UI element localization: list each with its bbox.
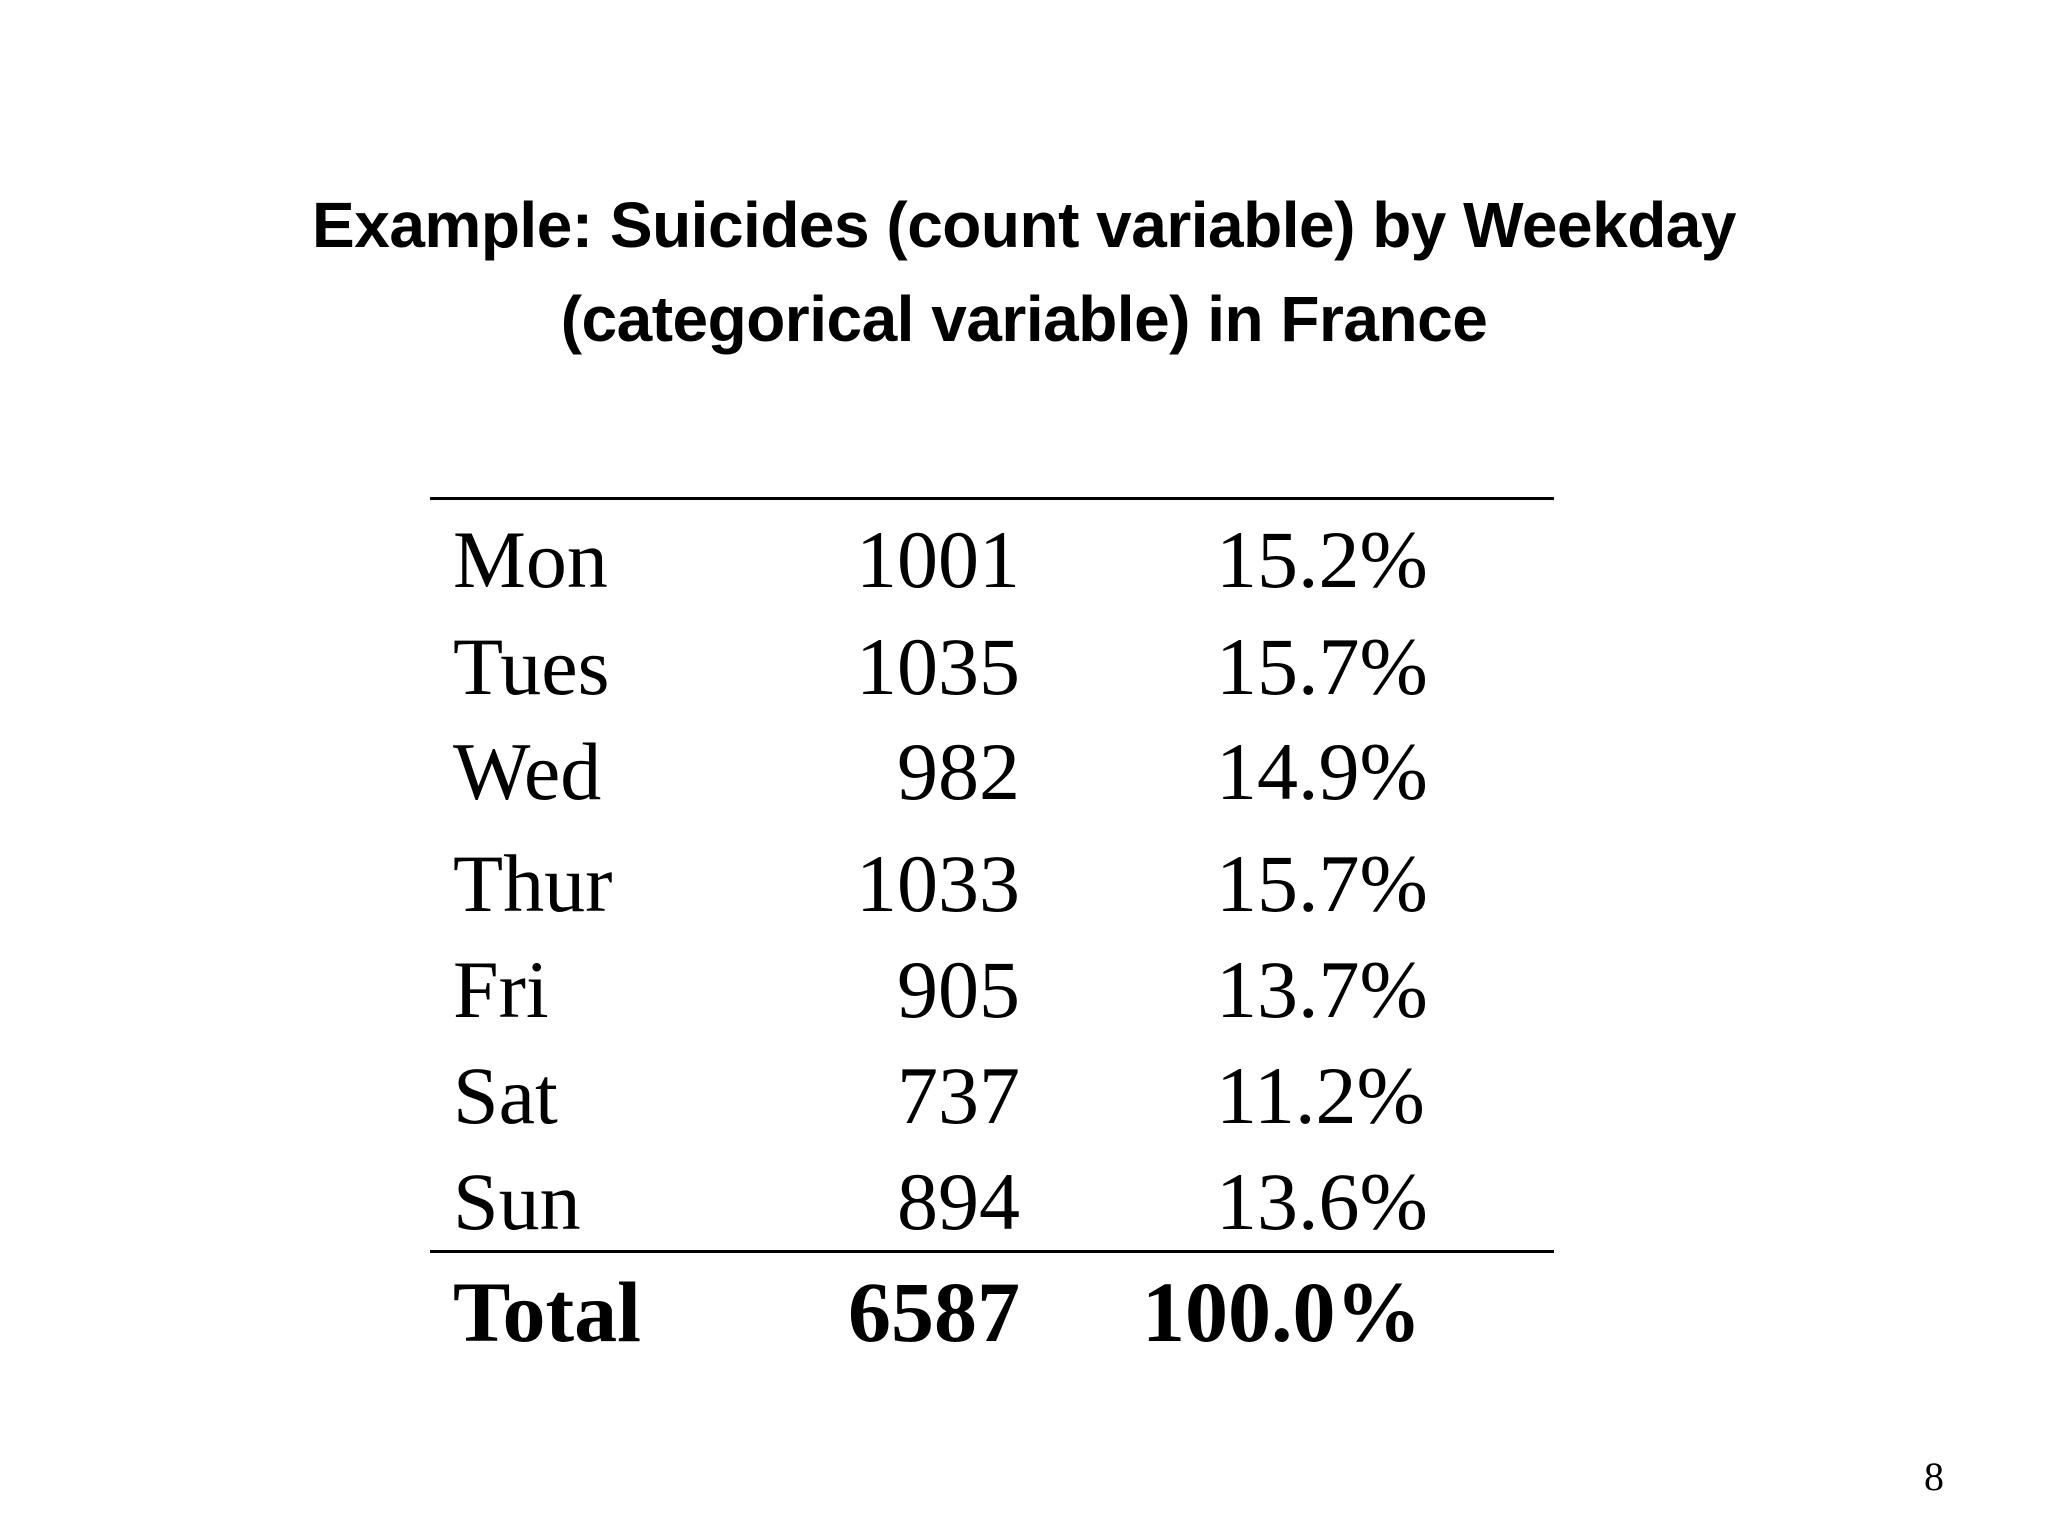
count-cell: 894: [897, 1156, 1020, 1247]
day-cell: Sun: [453, 1156, 581, 1247]
table-top-rule: [430, 497, 1554, 500]
total-label: Total: [453, 1264, 641, 1360]
table-row-thur: Thur 1033 15.7%: [0, 834, 2048, 934]
percent-cell: 13.6%: [1216, 1156, 1428, 1247]
count-cell: 982: [897, 726, 1020, 817]
count-cell: 1033: [856, 838, 1020, 929]
total-percent: 100.0%: [1142, 1264, 1422, 1360]
table-row-sun: Sun 894 13.6%: [0, 1152, 2048, 1252]
day-cell: Wed: [453, 726, 602, 817]
table-row-sat: Sat 737 11.2%: [0, 1046, 2048, 1146]
count-cell: 1035: [856, 621, 1020, 712]
table-row-wed: Wed 982 14.9%: [0, 722, 2048, 822]
count-cell: 737: [897, 1050, 1020, 1141]
day-cell: Fri: [453, 944, 549, 1035]
percent-cell: 15.2%: [1216, 514, 1428, 605]
table-row-mon: Mon 1001 15.2%: [0, 510, 2048, 610]
day-cell: Tues: [453, 621, 610, 712]
count-cell: 905: [897, 944, 1020, 1035]
slide-title-line-2: (categorical variable) in France: [560, 283, 1488, 355]
slide-title-line-1: Example: Suicides (count variable) by We…: [312, 189, 1736, 261]
table-row-fri: Fri 905 13.7%: [0, 940, 2048, 1040]
day-cell: Sat: [453, 1050, 558, 1141]
slide-title: Example: Suicides (count variable) by We…: [0, 178, 2048, 366]
percent-cell: 11.2%: [1216, 1050, 1425, 1141]
percent-cell: 13.7%: [1216, 944, 1428, 1035]
percent-cell: 15.7%: [1216, 621, 1428, 712]
total-count: 6587: [848, 1264, 1020, 1360]
percent-cell: 15.7%: [1216, 838, 1428, 929]
day-cell: Thur: [453, 838, 613, 929]
count-cell: 1001: [856, 514, 1020, 605]
table-total-rule: [430, 1250, 1554, 1253]
table-row-total: Total 6587 100.0%: [0, 1262, 2048, 1362]
percent-cell: 14.9%: [1216, 726, 1428, 817]
day-cell: Mon: [453, 514, 608, 605]
table-row-tues: Tues 1035 15.7%: [0, 617, 2048, 717]
page-number: 8: [1924, 1454, 1944, 1499]
